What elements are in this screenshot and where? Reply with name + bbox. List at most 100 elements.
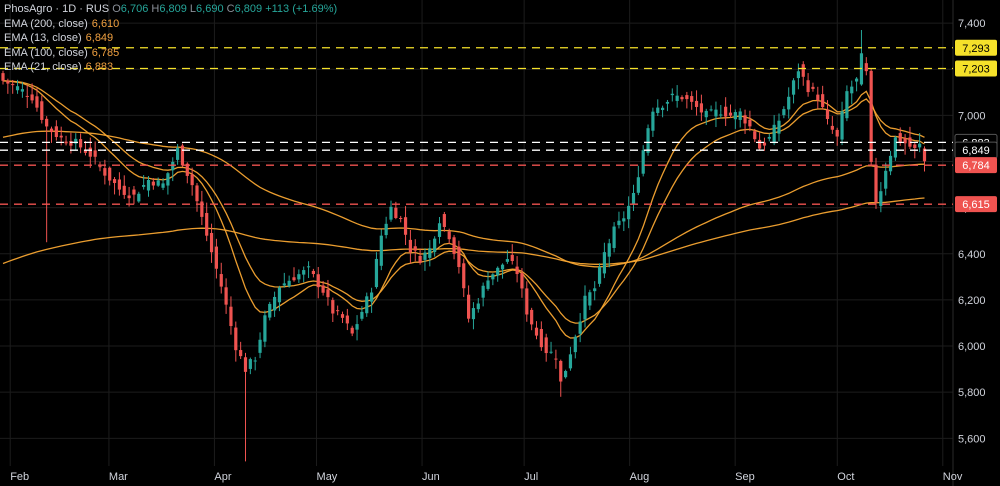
price-axis[interactable]: 7,4007,2007,0006,8006,6006,4006,2006,000…: [958, 18, 986, 445]
candle-body: [287, 280, 291, 287]
candle-body: [665, 101, 670, 104]
candle-body: [462, 263, 466, 289]
candle-body: [224, 287, 228, 305]
time-axis[interactable]: Feb Mar Apr May Jun Jul Aug Sep Oct Nov: [10, 471, 963, 483]
candle-body: [418, 255, 422, 263]
candle-body: [79, 139, 83, 148]
candle-body: [845, 91, 849, 119]
candle-body: [370, 292, 374, 302]
candle-body: [229, 306, 233, 327]
candle-body: [850, 86, 854, 94]
y-tick-label: 7,000: [958, 110, 986, 122]
y-tick-label: 6,200: [958, 295, 986, 307]
candle-body: [593, 288, 597, 292]
candle-body: [74, 138, 78, 144]
candle-body: [180, 145, 185, 166]
candle-body: [11, 84, 15, 86]
candle-body: [30, 94, 34, 101]
candle-body: [205, 213, 209, 236]
candle-body: [433, 238, 437, 253]
y-tick-label: 7,400: [958, 18, 986, 30]
candle-body: [408, 239, 412, 253]
candle-body: [311, 270, 315, 275]
candle-body: [112, 179, 117, 183]
candle-body: [869, 70, 873, 162]
candle-body: [918, 143, 922, 148]
candle-body: [457, 246, 461, 268]
candle-body: [719, 114, 723, 116]
candle-body: [627, 205, 631, 220]
candle-body: [185, 163, 189, 176]
ema-line: [2, 80, 925, 324]
candle-body: [738, 111, 742, 120]
candle-body: [340, 314, 345, 318]
candle-body: [874, 164, 878, 203]
candle-body: [253, 360, 257, 362]
candle-body: [791, 80, 796, 95]
candle-body: [690, 96, 694, 102]
indicator-row[interactable]: EMA (13, close) 6,849: [4, 31, 337, 46]
candle-body: [471, 308, 476, 320]
candle-body: [360, 311, 364, 319]
candle-body: [321, 285, 325, 293]
candle-body: [816, 94, 820, 101]
candle-body: [670, 93, 674, 96]
candle-body: [520, 273, 524, 289]
indicator-row[interactable]: EMA (21, close) 6,883: [4, 60, 337, 75]
price-tag: [955, 196, 997, 213]
candle-body: [374, 258, 379, 288]
candle-body: [661, 107, 665, 111]
price-tag-label: 7,293: [962, 43, 990, 55]
ema-line: [2, 80, 925, 339]
candle-body: [724, 106, 728, 117]
candle-body: [796, 71, 800, 79]
candle-body: [539, 328, 543, 348]
candle-body: [573, 336, 577, 353]
candle-body: [69, 140, 73, 146]
candle-body: [25, 95, 29, 97]
symbol-title[interactable]: PhosAgro · 1D · RUS: [4, 3, 110, 15]
candle-body: [855, 78, 859, 82]
candle-body: [801, 64, 805, 77]
candle-body: [685, 95, 689, 100]
ema-line: [2, 197, 925, 265]
candle-body: [505, 259, 509, 262]
candle-body: [282, 283, 286, 286]
candle-body: [273, 296, 277, 311]
candle-body: [908, 137, 912, 147]
x-tick-label: Aug: [630, 471, 650, 483]
close-value: 6,809: [234, 3, 263, 15]
candle-body: [35, 96, 39, 108]
candle-body: [559, 360, 563, 382]
indicator-row[interactable]: EMA (100, close) 6,785: [4, 46, 337, 61]
candle-body: [268, 303, 272, 318]
candle-body: [214, 246, 218, 269]
candle-body: [200, 201, 204, 217]
high-key: H: [151, 3, 160, 15]
candle-body: [93, 150, 97, 157]
candle-body: [292, 277, 296, 281]
candle-body: [515, 266, 519, 275]
candle-body: [45, 118, 49, 127]
candle-body: [442, 214, 446, 227]
candle-body: [534, 327, 539, 336]
candle-body: [898, 133, 902, 143]
high-value: 6,809: [159, 3, 187, 15]
price-tag-label: 6,615: [962, 199, 990, 211]
candle-body: [554, 358, 558, 360]
candle-body: [811, 86, 815, 89]
candle-body: [486, 280, 490, 289]
candle-body: [336, 310, 340, 312]
open-value: 6,706: [120, 3, 149, 15]
candle-body: [922, 148, 927, 162]
candle-body: [651, 111, 655, 131]
candle-body: [588, 292, 592, 306]
candle-body: [151, 181, 155, 186]
indicator-row[interactable]: EMA (200, close) 6,610: [4, 17, 337, 32]
candle-body: [500, 264, 505, 270]
x-tick-label: Feb: [10, 471, 29, 483]
candle-body: [403, 217, 408, 235]
price-tag-label: 6,849: [962, 145, 990, 157]
ema-lines: [2, 80, 925, 339]
